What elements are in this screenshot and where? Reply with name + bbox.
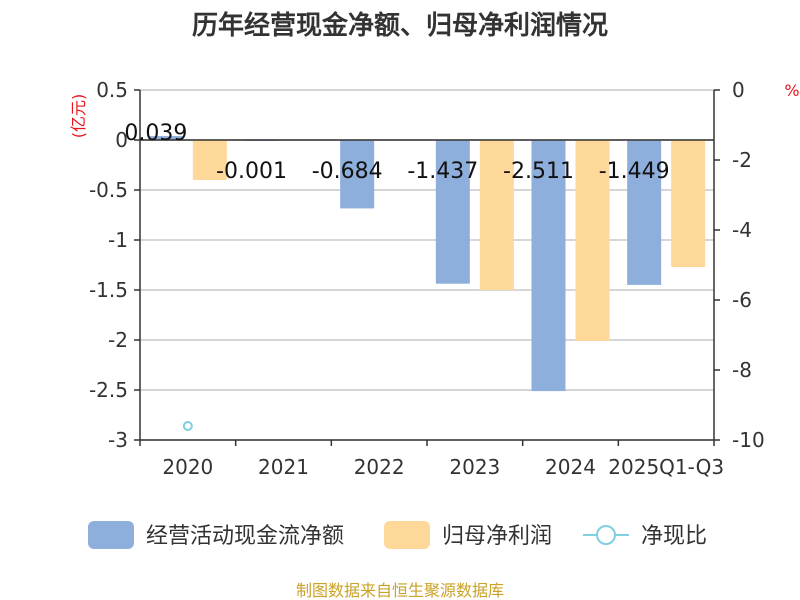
x-tick-label: 2020: [162, 455, 213, 479]
bar-cashflow: [627, 140, 662, 285]
y-left-tick-label: -2: [108, 328, 128, 352]
data-label: 0.039: [124, 121, 187, 146]
y-left-tick-label: -0.5: [89, 178, 128, 202]
y-left-tick-label: -1.5: [89, 278, 128, 302]
x-tick-label: 2021: [258, 455, 309, 479]
y-left-tick-label: -1: [108, 228, 128, 252]
legend-swatch: [88, 521, 134, 549]
source-note: 制图数据来自恒生聚源数据库: [296, 581, 504, 600]
bars: [148, 136, 706, 392]
axes: 0.5 0 -0.5 -1 -1.5 -2 -2.5 -3 0 -2 -4 -6 -8 -10 2020 20…: [89, 78, 765, 479]
scatter-points: [182, 421, 193, 431]
legend-label: 归母净利润: [442, 524, 552, 549]
y-right-tick-label: -10: [732, 428, 765, 452]
x-tick-label: 2024: [545, 455, 596, 479]
data-label: -2.511: [503, 159, 574, 184]
bar-cashflow: [435, 140, 470, 284]
legend-swatch-marker: [596, 525, 616, 545]
y-left-tick-label: -3: [108, 428, 128, 452]
bar-netprofit: [479, 140, 514, 290]
y-right-tick-label: 0: [732, 78, 745, 102]
x-tick-label: 2022: [354, 455, 405, 479]
bar-cashflow: [531, 140, 566, 392]
bar-netprofit: [671, 140, 706, 267]
y-right-tick-label: -8: [732, 358, 752, 382]
data-labels: 0.039 -0.001 -0.684 -1.437 -2.511 -1.449: [124, 121, 669, 184]
data-label: -0.684: [312, 159, 383, 184]
y-right-tick-label: -6: [732, 288, 752, 312]
legend-label: 经营活动现金流净额: [146, 524, 344, 549]
y-axis-left-unit: (亿元): [69, 94, 88, 139]
data-label: -0.001: [216, 159, 287, 184]
x-tick-label: 2023: [449, 455, 500, 479]
legend: 经营活动现金流净额 归母净利润 净现比: [88, 521, 707, 549]
y-right-tick-label: -2: [732, 148, 752, 172]
bar-netprofit: [192, 140, 227, 180]
y-left-tick-label: -2.5: [89, 378, 128, 402]
legend-swatch: [384, 521, 430, 549]
bar-cashflow: [148, 136, 183, 140]
y-left-tick-label: 0.5: [96, 78, 128, 102]
legend-label: 净现比: [641, 524, 707, 549]
bar-netprofit: [575, 140, 610, 341]
y-right-tick-label: -4: [732, 218, 752, 242]
y-left-tick-label: 0: [115, 128, 128, 152]
data-label: -1.449: [599, 159, 670, 184]
data-label: -1.437: [407, 159, 478, 184]
scatter-point-cashprofit-ratio: [182, 421, 193, 431]
chart-title: 历年经营现金净额、归母净利润情况: [192, 10, 608, 41]
bar-cashflow: [340, 140, 375, 209]
y-axis-right-unit: %: [784, 81, 799, 100]
x-tick-label: 2025Q1-Q3: [608, 455, 724, 479]
